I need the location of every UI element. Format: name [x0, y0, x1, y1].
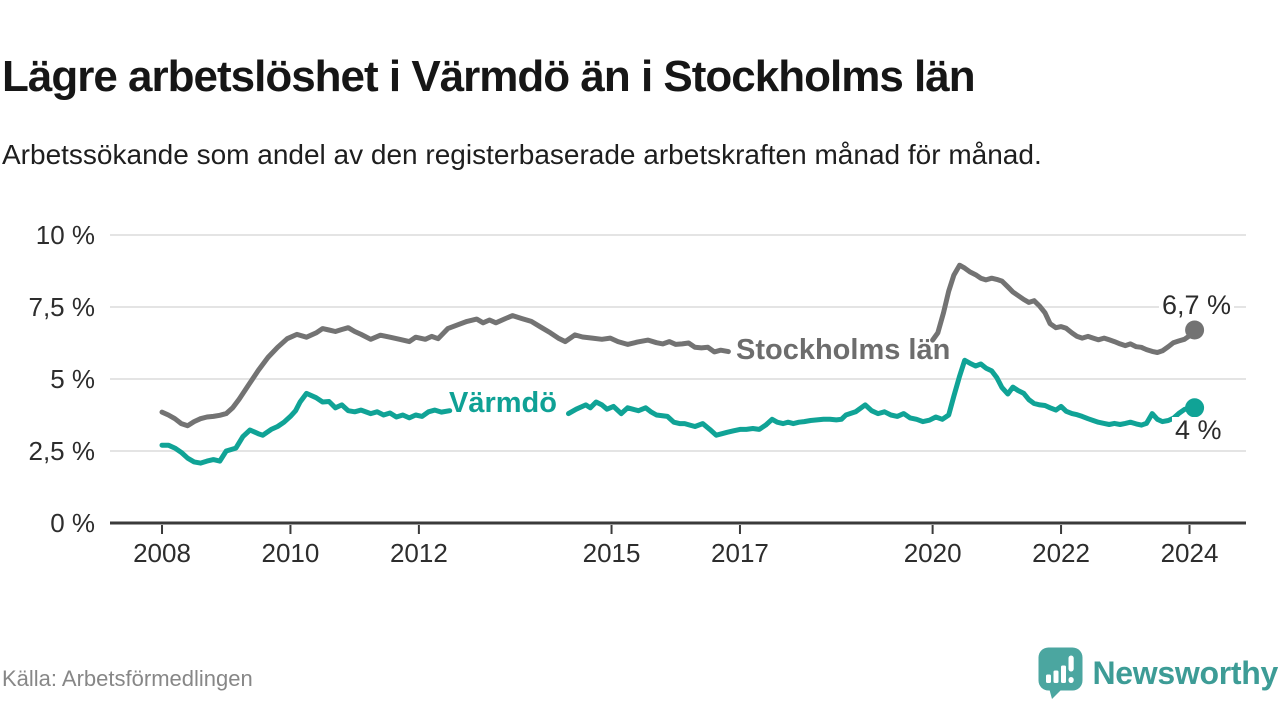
y-axis-tick-label: 2,5 %: [29, 436, 96, 466]
y-axis-tick-label: 10 %: [36, 220, 95, 250]
y-axis-tick-label: 7,5 %: [29, 292, 96, 322]
newsworthy-logo: Newsworthy: [1038, 644, 1279, 702]
page-title: Lägre arbetslöshet i Värmdö än i Stockho…: [2, 52, 976, 102]
x-axis-tick-label: 2012: [390, 538, 448, 568]
series-label-stockholms-lan: Stockholms län: [736, 334, 951, 366]
x-axis-tick-label: 2020: [904, 538, 962, 568]
x-axis-tick-label: 2017: [711, 538, 769, 568]
x-axis-tick-label: 2010: [262, 538, 320, 568]
y-axis-tick-label: 5 %: [50, 364, 95, 394]
newsworthy-bubble-icon: [1038, 647, 1082, 699]
series-line-varmdo: [159, 390, 453, 466]
series-line-stockholms-lan: [159, 313, 731, 429]
x-axis-tick-label: 2022: [1032, 538, 1090, 568]
y-axis-tick-label: 0 %: [50, 508, 95, 538]
x-axis-tick-label: 2008: [133, 538, 191, 568]
end-value-label-stockholms-lan: 6,7 %: [1159, 292, 1235, 319]
end-value-label-varmdo: 4 %: [1172, 417, 1225, 444]
series-line-stockholms-lan: [930, 262, 1198, 355]
newsworthy-wordmark: Newsworthy: [1092, 654, 1279, 691]
series-label-varmdo: Värmdö: [449, 387, 557, 419]
x-axis-tick-label: 2024: [1161, 538, 1219, 568]
chart-subtitle: Arbetssökande som andel av den registerb…: [2, 139, 1042, 170]
source-note: Källa: Arbetsförmedlingen: [2, 666, 253, 691]
x-axis-tick-label: 2015: [583, 538, 641, 568]
series-end-dot-stockholms-lan: [1185, 320, 1205, 340]
series-line-varmdo: [566, 357, 1198, 438]
series-end-dot-varmdo: [1185, 398, 1205, 418]
